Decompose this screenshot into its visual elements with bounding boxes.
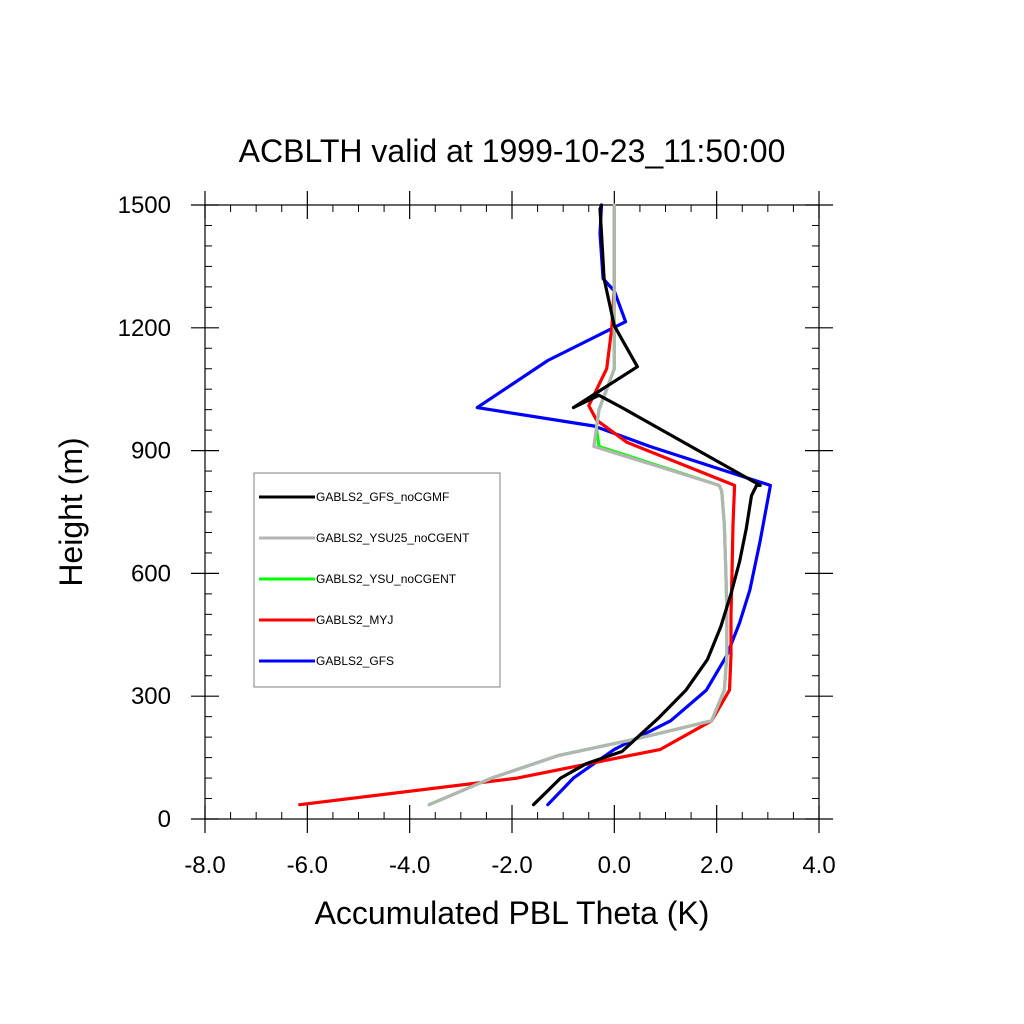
series-lines bbox=[298, 203, 773, 807]
y-axis-label: Height (m) bbox=[53, 437, 89, 586]
y-tick-label: 1200 bbox=[118, 315, 171, 342]
y-tick-label: 1500 bbox=[118, 192, 171, 219]
legend: GABLS2_GFS_noCGMF GABLS2_YSU25_noCGENT GAB… bbox=[253, 472, 501, 688]
y-tick-label: 0 bbox=[158, 806, 171, 833]
y-tick-labels: 0 300 600 900 1200 1500 bbox=[118, 192, 171, 833]
x-tick-labels: -8.0 -6.0 -4.0 -2.0 0.0 2.0 4.0 bbox=[184, 852, 835, 879]
series-line-gabls2-ysu25-nocgent bbox=[427, 203, 729, 807]
y-tick-label: 300 bbox=[131, 683, 171, 710]
x-tick-label: -6.0 bbox=[287, 852, 328, 879]
legend-label: GABLS2_GFS bbox=[316, 654, 394, 668]
series-line-gabls2-gfs-nocgmf bbox=[531, 203, 762, 807]
y-tick-label: 600 bbox=[131, 560, 171, 587]
legend-label: GABLS2_MYJ bbox=[316, 613, 393, 627]
legend-label: GABLS2_YSU_noCGENT bbox=[316, 572, 457, 586]
chart-title: ACBLTH valid at 1999-10-23_11:50:00 bbox=[239, 133, 786, 169]
y-tick-label: 900 bbox=[131, 438, 171, 465]
plot-frame bbox=[204, 204, 820, 820]
x-tick-label: -8.0 bbox=[184, 852, 225, 879]
legend-items: GABLS2_GFS_noCGMF GABLS2_YSU25_noCGENT GAB… bbox=[259, 490, 470, 668]
x-tick-label: -4.0 bbox=[389, 852, 430, 879]
x-tick-label: 4.0 bbox=[802, 852, 835, 879]
minor-ticks bbox=[205, 205, 819, 819]
x-tick-label: -2.0 bbox=[491, 852, 532, 879]
legend-label: GABLS2_GFS_noCGMF bbox=[316, 490, 449, 504]
x-axis-label: Accumulated PBL Theta (K) bbox=[315, 895, 710, 931]
legend-label: GABLS2_YSU25_noCGENT bbox=[316, 531, 470, 545]
x-tick-label: 2.0 bbox=[700, 852, 733, 879]
series-line-gabls2-gfs bbox=[475, 203, 773, 807]
x-tick-label: 0.0 bbox=[598, 852, 631, 879]
